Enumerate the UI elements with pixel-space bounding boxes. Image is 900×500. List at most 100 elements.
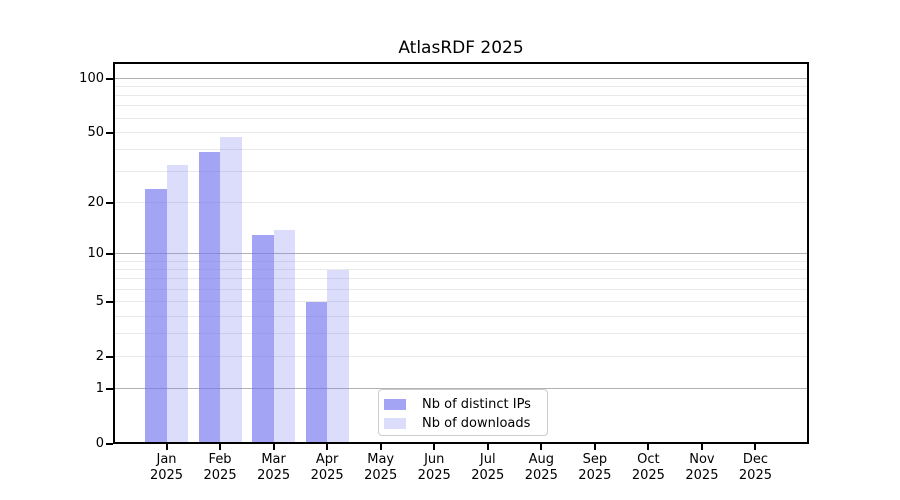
y-tick-label-1: 1	[95, 381, 104, 397]
year-label: 2025	[631, 468, 665, 483]
gridline-minor-70	[113, 105, 809, 107]
x-tick-mark-jan	[165, 444, 168, 450]
gridline-minor-8	[113, 269, 809, 271]
month-label: Nov	[689, 452, 715, 467]
gridline-minor-90	[113, 85, 809, 87]
x-tick-label-dec: Dec 2025	[725, 452, 785, 484]
x-tick-label-nov: Nov 2025	[672, 452, 732, 484]
x-tick-mark-sep	[593, 444, 596, 450]
bar-downloads-jan	[166, 164, 189, 444]
year-label: 2025	[685, 468, 719, 483]
year-label: 2025	[149, 468, 184, 483]
x-tick-mark-nov	[700, 444, 703, 450]
bar-downloads-mar	[273, 229, 296, 444]
y-tick-label-10: 10	[87, 246, 104, 262]
y-tick-mark-20	[106, 201, 113, 204]
month-label: Jan	[156, 452, 177, 467]
y-tick-label-2: 2	[95, 349, 104, 364]
year-label: 2025	[257, 468, 291, 483]
y-tick-label-100: 100	[79, 70, 104, 86]
x-tick-mark-feb	[219, 444, 222, 450]
gridline-major-10	[113, 253, 809, 255]
month-label: Jun	[424, 452, 445, 467]
gridline-minor-20	[113, 201, 809, 203]
x-tick-mark-oct	[647, 444, 650, 450]
y-tick-mark-50	[106, 131, 113, 134]
month-label: Feb	[208, 452, 232, 467]
gridline-minor-40	[113, 148, 809, 150]
legend: Nb of distinct IPs Nb of downloads	[378, 389, 548, 436]
x-tick-mark-aug	[540, 444, 543, 450]
x-tick-mark-apr	[326, 444, 329, 450]
grid-layer	[113, 62, 809, 444]
bars-layer	[113, 62, 809, 444]
x-tick-label-may: May 2025	[351, 452, 411, 484]
year-label: 2025	[578, 468, 612, 483]
month-label: May	[367, 452, 395, 467]
legend-item-downloads: Nb of downloads	[384, 414, 547, 433]
legend-label-distinct-ips: Nb of distinct IPs	[422, 397, 531, 412]
year-label: 2025	[364, 468, 398, 483]
x-tick-mark-jun	[433, 444, 436, 450]
bar-distinct-ips-jan	[145, 189, 167, 444]
month-label: Sep	[582, 452, 608, 467]
year-label: 2025	[738, 468, 772, 483]
x-tick-label-jun: Jun 2025	[404, 452, 464, 484]
legend-label-downloads: Nb of downloads	[422, 416, 531, 431]
y-tick-label-20: 20	[87, 194, 104, 210]
x-tick-mark-dec	[754, 444, 757, 450]
bar-downloads-feb	[220, 137, 242, 444]
y-tick-label-0: 0	[95, 436, 104, 451]
chart-title: AtlasRDF 2025	[398, 38, 524, 58]
gridline-minor-3	[113, 333, 809, 335]
month-label: Oct	[637, 452, 660, 467]
plot-area	[113, 62, 809, 444]
x-tick-label-feb: Feb 2025	[190, 452, 250, 484]
x-tick-mark-may	[379, 444, 382, 450]
month-label: Mar	[261, 452, 286, 467]
x-tick-label-oct: Oct 2025	[618, 452, 678, 484]
x-tick-label-aug: Aug 2025	[511, 452, 571, 484]
gridline-major-100	[113, 77, 809, 79]
month-label: Apr	[315, 452, 339, 467]
year-label: 2025	[524, 468, 558, 483]
gridline-minor-5	[113, 301, 809, 303]
x-tick-label-apr: Apr 2025	[297, 452, 357, 484]
gridline-minor-9	[113, 260, 809, 262]
year-label: 2025	[417, 468, 451, 483]
y-tick-mark-10	[106, 253, 113, 256]
gridline-minor-6	[113, 288, 809, 290]
x-tick-mark-mar	[272, 444, 275, 450]
year-label: 2025	[471, 468, 505, 483]
y-tick-mark-2	[106, 356, 113, 358]
x-tick-mark-jul	[486, 444, 489, 450]
month-label: Jul	[479, 452, 496, 467]
bar-distinct-ips-feb	[198, 151, 221, 444]
x-tick-label-sep: Sep 2025	[565, 452, 625, 484]
y-tick-mark-5	[106, 301, 113, 304]
y-tick-label-5: 5	[95, 294, 104, 310]
bar-distinct-ips-apr	[305, 302, 328, 444]
year-label: 2025	[310, 468, 344, 483]
gridline-minor-60	[113, 117, 809, 119]
legend-swatch-downloads	[384, 418, 406, 429]
legend-item-distinct-ips: Nb of distinct IPs	[384, 395, 547, 414]
gridline-minor-30	[113, 171, 809, 173]
x-tick-label-jul: Jul 2025	[458, 452, 518, 484]
gridline-minor-50	[113, 131, 809, 133]
x-tick-label-mar: Mar 2025	[244, 452, 304, 484]
gridline-minor-7	[113, 278, 809, 280]
year-label: 2025	[203, 468, 237, 483]
legend-swatch-distinct-ips	[384, 399, 406, 410]
y-tick-label-50: 50	[87, 124, 104, 140]
bar-downloads-apr	[327, 270, 349, 444]
month-label: Aug	[528, 452, 554, 467]
gridline-major-1	[113, 388, 809, 390]
bar-distinct-ips-mar	[252, 235, 274, 444]
y-tick-mark-0	[106, 443, 113, 445]
gridline-minor-2	[113, 356, 809, 358]
y-tick-mark-100	[106, 77, 113, 80]
month-label: Dec	[742, 452, 769, 467]
y-tick-mark-1	[106, 388, 113, 391]
